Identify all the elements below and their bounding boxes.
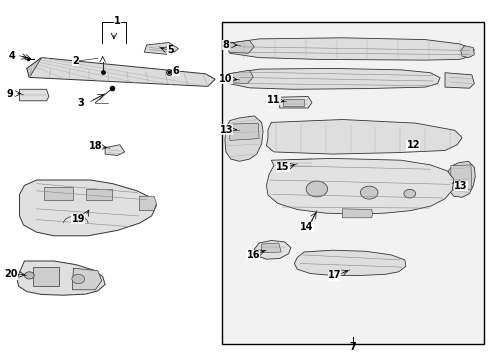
Polygon shape — [139, 196, 156, 211]
Polygon shape — [228, 38, 473, 60]
Text: 12: 12 — [406, 140, 419, 150]
Text: 16: 16 — [246, 250, 260, 260]
Polygon shape — [294, 250, 405, 275]
Text: 1: 1 — [114, 16, 121, 26]
Circle shape — [403, 189, 415, 198]
Polygon shape — [266, 158, 453, 214]
Polygon shape — [85, 189, 112, 200]
Polygon shape — [229, 123, 259, 140]
Polygon shape — [460, 46, 473, 58]
Text: 15: 15 — [275, 162, 289, 172]
Circle shape — [24, 272, 34, 279]
Text: 18: 18 — [88, 141, 102, 151]
Polygon shape — [20, 180, 156, 236]
Text: 7: 7 — [349, 342, 356, 352]
Polygon shape — [27, 58, 41, 77]
Circle shape — [360, 186, 377, 199]
Text: 11: 11 — [266, 95, 280, 105]
Text: 6: 6 — [172, 66, 179, 76]
Polygon shape — [33, 267, 59, 286]
Text: 8: 8 — [222, 40, 229, 50]
Circle shape — [305, 181, 327, 197]
Text: 13: 13 — [453, 181, 467, 191]
Polygon shape — [444, 73, 473, 88]
Text: 4: 4 — [9, 51, 16, 61]
Text: 19: 19 — [71, 214, 85, 224]
Circle shape — [72, 274, 84, 284]
Polygon shape — [105, 145, 124, 156]
Polygon shape — [254, 240, 290, 259]
Polygon shape — [224, 116, 263, 161]
Text: 20: 20 — [4, 269, 18, 279]
Text: 17: 17 — [327, 270, 341, 280]
Polygon shape — [20, 89, 49, 101]
Text: 2: 2 — [72, 56, 79, 66]
Polygon shape — [288, 159, 315, 170]
Polygon shape — [17, 261, 105, 295]
Polygon shape — [342, 209, 372, 218]
Polygon shape — [279, 96, 311, 108]
Polygon shape — [27, 58, 215, 86]
Polygon shape — [228, 40, 254, 53]
Polygon shape — [228, 68, 439, 89]
Polygon shape — [282, 99, 304, 106]
Text: 9: 9 — [6, 89, 13, 99]
Polygon shape — [72, 268, 102, 290]
Polygon shape — [450, 165, 471, 190]
Text: 5: 5 — [166, 45, 173, 55]
Polygon shape — [144, 42, 178, 55]
Text: 13: 13 — [219, 125, 233, 135]
Text: 10: 10 — [219, 74, 232, 84]
Polygon shape — [261, 243, 281, 253]
Text: 14: 14 — [300, 222, 313, 232]
Polygon shape — [44, 187, 73, 200]
Polygon shape — [447, 161, 474, 197]
Polygon shape — [228, 70, 253, 84]
Text: 3: 3 — [77, 98, 84, 108]
Polygon shape — [266, 120, 461, 154]
Bar — [222, 22, 483, 344]
